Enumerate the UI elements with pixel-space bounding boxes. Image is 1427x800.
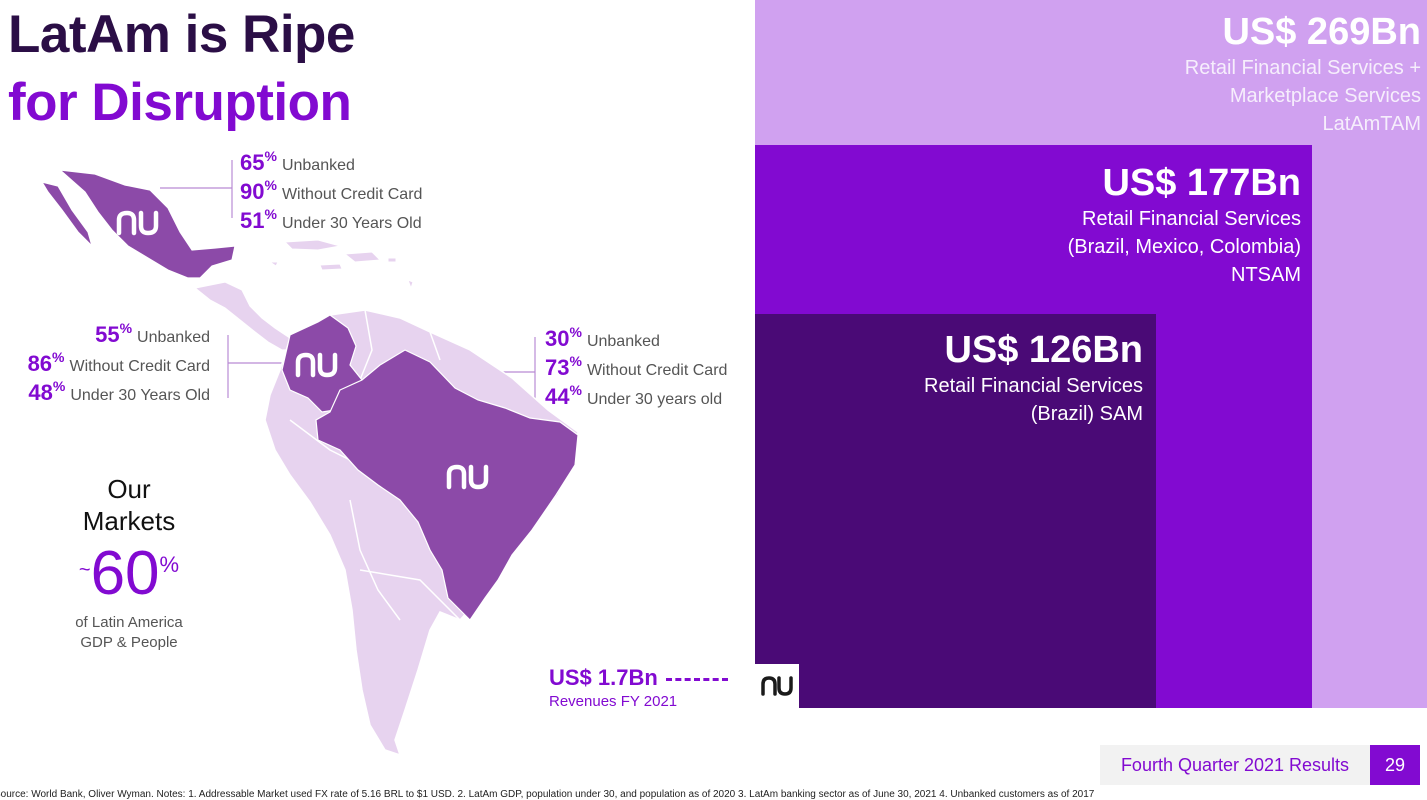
stat-value: 73 xyxy=(545,355,570,380)
markets-title-line1: Our xyxy=(107,474,151,504)
stat-label: Without Credit Card xyxy=(69,358,211,375)
stat-label: Under 30 Years Old xyxy=(70,387,210,404)
latin-america-map xyxy=(40,160,579,757)
nu-logo-icon xyxy=(755,664,799,708)
page-number: 29 xyxy=(1370,745,1420,785)
stat-label: Unbanked xyxy=(281,157,355,174)
markets-caption: of Latin America GDP & People xyxy=(40,613,218,653)
brazil-unbanked: 30% Unbanked xyxy=(545,324,727,355)
markets-tilde: ~ xyxy=(78,559,91,581)
markets-number: 60 xyxy=(90,539,160,608)
stat-label: Without Credit Card xyxy=(281,186,423,203)
brazil-without-credit-card: 73% Without Credit Card xyxy=(545,353,728,384)
mexico-unbanked: 65% Unbanked xyxy=(240,148,422,179)
nu-logo-icon xyxy=(116,210,489,490)
sam-amount: US$ 126Bn xyxy=(944,329,1143,371)
revenue-callout: US$ 1.7Bn Revenues FY 2021 xyxy=(549,665,749,710)
markets-value: ~60% xyxy=(40,543,218,605)
revenue-connector xyxy=(665,678,728,681)
mexico-without-credit-card: 90% Without Credit Card xyxy=(240,177,423,208)
tam-label-line3: LatAmTAM xyxy=(1322,113,1421,135)
colombia-stats: 55% Unbanked 86% Without Credit Card 48% Un… xyxy=(0,320,211,409)
stat-label: Under 30 years old xyxy=(586,391,723,408)
stat-unit: % xyxy=(569,353,582,369)
stat-unit: % xyxy=(569,382,582,398)
stat-value: 55 xyxy=(95,322,120,347)
our-markets: Our Markets ~60% of Latin America GDP & … xyxy=(40,473,218,653)
stat-unit: % xyxy=(52,378,66,394)
stat-value: 51 xyxy=(240,208,265,233)
colombia-unbanked: 55% Unbanked xyxy=(0,320,210,351)
stat-value: 44 xyxy=(545,384,570,409)
stat-label: Unbanked xyxy=(586,333,660,350)
markets-caption-line2: GDP & People xyxy=(80,634,178,651)
stat-unit: % xyxy=(52,349,65,365)
stat-label: Unbanked xyxy=(137,329,210,346)
mexico-stats: 65% Unbanked 90% Without Credit Card 51% Un… xyxy=(240,148,423,237)
stat-value: 48 xyxy=(28,380,53,405)
stat-label: Under 30 Years Old xyxy=(281,215,422,232)
tam-label-line1: Retail Financial Services + xyxy=(1184,57,1421,79)
brazil-under-30: 44% Under 30 years old xyxy=(545,382,727,413)
stat-unit: % xyxy=(569,324,582,340)
ntsam-label-line3: NTSAM xyxy=(1231,264,1301,286)
colombia-without-credit-card: 86% Without Credit Card xyxy=(0,349,211,380)
stat-label: Without Credit Card xyxy=(586,362,728,379)
sam-label-line1: Retail Financial Services xyxy=(924,375,1143,397)
markets-caption-line1: of Latin America xyxy=(75,614,183,631)
stat-value: 90 xyxy=(240,179,265,204)
tam-amount: US$ 269Bn xyxy=(1222,11,1421,53)
brazil-stats: 30% Unbanked 73% Without Credit Card 44% Un… xyxy=(545,324,728,413)
stat-unit: % xyxy=(264,206,277,222)
ntsam-label-line1: Retail Financial Services xyxy=(1082,208,1301,230)
revenue-caption: Revenues FY 2021 xyxy=(549,693,678,710)
stat-unit: % xyxy=(264,148,277,164)
markets-unit: % xyxy=(159,552,180,577)
stat-unit: % xyxy=(119,320,133,336)
colombia-under-30: 48% Under 30 Years Old xyxy=(0,378,210,409)
stat-value: 30 xyxy=(545,326,570,351)
sam-box: US$ 126Bn Retail Financial Services (Bra… xyxy=(755,314,1156,708)
sam-label-line2: (Brazil) SAM xyxy=(1030,403,1143,425)
ntsam-amount: US$ 177Bn xyxy=(1102,162,1301,204)
revenue-amount: US$ 1.7Bn xyxy=(549,665,658,690)
ntsam-label-line2: (Brazil, Mexico, Colombia) xyxy=(1067,236,1301,258)
source-note: Source: World Bank, Oliver Wyman. Notes:… xyxy=(0,789,1095,800)
tam-label-line2: Marketplace Services xyxy=(1229,85,1421,107)
page-title-line2: for Disruption xyxy=(8,73,352,132)
markets-title-line2: Markets xyxy=(82,506,176,536)
stat-unit: % xyxy=(264,177,277,193)
page-title-line1: LatAm is Ripe xyxy=(8,5,355,64)
stat-value: 65 xyxy=(240,150,265,175)
footer-report-label: Fourth Quarter 2021 Results xyxy=(1100,745,1370,785)
mexico-under-30: 51% Under 30 Years Old xyxy=(240,206,422,237)
stat-value: 86 xyxy=(27,351,53,376)
